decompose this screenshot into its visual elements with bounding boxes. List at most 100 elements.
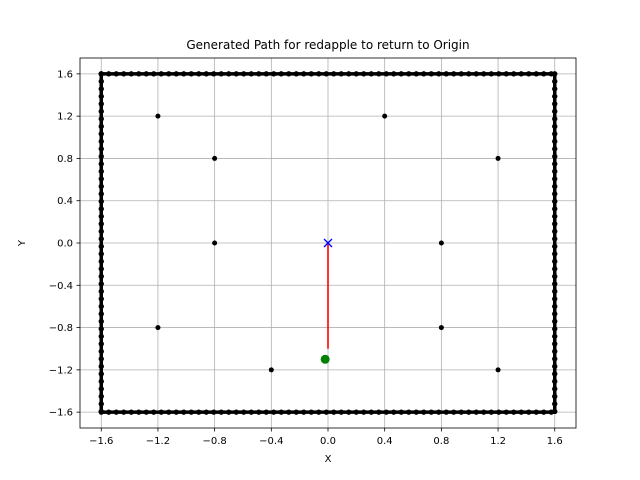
boundary-point	[503, 71, 509, 77]
boundary-point	[533, 409, 539, 415]
boundary-point	[308, 409, 314, 415]
boundary-point	[98, 288, 104, 295]
obstacle-point	[495, 155, 501, 161]
obstacle-point	[438, 240, 444, 246]
boundary-point	[552, 363, 558, 370]
boundary-point	[98, 221, 104, 227]
obstacle-point	[212, 155, 218, 161]
boundary-point	[466, 71, 472, 77]
boundary-point	[128, 409, 134, 415]
boundary-point	[552, 206, 558, 212]
boundary-point	[106, 409, 112, 415]
boundary-point	[552, 318, 558, 325]
boundary-point	[552, 71, 558, 77]
boundary-point	[151, 409, 157, 415]
boundary-point	[451, 71, 457, 77]
boundary-point	[203, 71, 209, 77]
boundary-point	[338, 71, 344, 77]
x-tick-label: 0.8	[433, 436, 449, 447]
x-tick-label: 0.0	[320, 436, 336, 447]
boundary-point	[263, 409, 269, 415]
boundary-point	[376, 71, 382, 77]
boundary-point	[413, 71, 419, 77]
boundary-point	[286, 409, 292, 415]
boundary-point	[368, 71, 374, 77]
boundary-point	[552, 386, 558, 392]
boundary-point	[241, 409, 247, 415]
boundary-point	[541, 409, 547, 415]
boundary-point	[166, 71, 172, 77]
boundary-point	[301, 71, 307, 77]
boundary-point	[286, 71, 292, 77]
boundary-point	[98, 146, 104, 152]
boundary-point	[98, 198, 104, 205]
boundary-point	[278, 409, 284, 415]
boundary-point	[323, 409, 329, 415]
start-point	[320, 354, 330, 364]
boundary-point	[98, 303, 104, 310]
boundary-point	[293, 71, 299, 77]
chart-title: Generated Path for redapple to return to…	[186, 38, 469, 52]
boundary-point	[226, 409, 232, 415]
boundary-point	[98, 281, 104, 287]
boundary-point	[98, 78, 104, 85]
boundary-point	[98, 176, 104, 182]
y-tick-label: 1.6	[57, 69, 73, 80]
boundary-point	[518, 409, 524, 415]
boundary-point	[301, 409, 307, 415]
boundary-point	[98, 161, 104, 167]
boundary-point	[106, 71, 112, 77]
y-tick-label: 0.4	[57, 196, 73, 207]
boundary-point	[278, 71, 284, 77]
x-axis-label: X	[325, 454, 332, 465]
boundary-point	[248, 409, 254, 415]
boundary-point	[406, 71, 412, 77]
boundary-point	[552, 153, 558, 160]
boundary-point	[263, 71, 269, 77]
y-tick-label: 1.2	[57, 112, 73, 123]
x-tick-label: 0.4	[377, 436, 393, 447]
boundary-point	[552, 101, 558, 107]
boundary-point	[526, 409, 532, 415]
boundary-point	[271, 409, 277, 415]
boundary-point	[98, 228, 104, 235]
boundary-point	[98, 356, 104, 362]
boundary-point	[552, 356, 558, 362]
boundary-point	[503, 409, 509, 415]
boundary-point	[151, 71, 157, 77]
boundary-point	[398, 71, 404, 77]
y-tick-label: 0.0	[57, 239, 73, 250]
x-tick-label: 1.2	[490, 436, 506, 447]
boundary-point	[552, 191, 558, 197]
boundary-point	[391, 71, 397, 77]
boundary-point	[496, 71, 502, 77]
boundary-point	[361, 71, 367, 77]
boundary-point	[293, 409, 299, 415]
boundary-point	[552, 198, 558, 205]
boundary-point	[308, 71, 314, 77]
boundary-point	[331, 409, 337, 415]
obstacle-point	[382, 113, 388, 119]
boundary-point	[256, 71, 262, 77]
boundary-point	[421, 409, 427, 415]
goal-marker	[323, 238, 333, 248]
boundary-point	[248, 71, 254, 77]
boundary-point	[98, 393, 104, 400]
boundary-point	[552, 176, 558, 182]
boundary-point	[552, 303, 558, 310]
obstacle-point	[212, 240, 218, 246]
boundary-point	[98, 363, 104, 370]
boundary-point	[218, 409, 224, 415]
boundary-point	[316, 71, 322, 77]
boundary-point	[98, 408, 104, 415]
boundary-point	[552, 326, 558, 332]
boundary-point	[552, 341, 558, 347]
boundary-point	[98, 273, 104, 280]
boundary-point	[552, 311, 558, 317]
boundary-point	[533, 71, 539, 77]
boundary-point	[158, 71, 164, 77]
boundary-point	[552, 333, 558, 340]
y-tick-label: −0.4	[49, 281, 73, 292]
x-tick-label: 1.6	[547, 436, 563, 447]
